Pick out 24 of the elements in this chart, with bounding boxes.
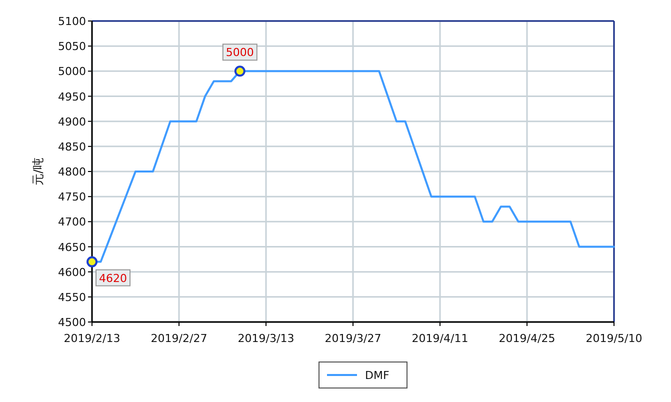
x-tick-label: 2019/2/27 [150,332,208,345]
x-tick-label: 2019/2/13 [64,332,120,345]
y-tick-label: 4550 [58,290,86,304]
y-tick-label: 4650 [58,240,86,254]
y-tick-label: 5000 [58,65,86,78]
y-tick-label: 4850 [58,140,86,154]
x-tick-label: 2019/4/25 [498,332,556,345]
y-tick-label: 4500 [58,316,86,329]
y-tick-label: 4750 [58,190,86,204]
legend-label: DMF [365,369,390,382]
data-label: 4620 [99,272,127,285]
y-tick-label: 5050 [58,40,86,54]
y-tick-label: 4700 [58,216,86,229]
x-tick-label: 2019/4/11 [412,332,468,345]
y-axis-title: 元/吨 [31,157,45,186]
x-tick-label: 2019/3/13 [238,332,294,345]
data-label: 5000 [226,46,254,60]
x-tick-label: 2019/5/10 [586,332,642,345]
y-tick-label: 4900 [58,115,86,128]
y-tick-label: 4950 [58,90,86,104]
y-tick-label: 4600 [58,266,86,279]
y-tick-label: 5100 [58,15,86,28]
y-tick-label: 4800 [58,166,86,178]
x-tick-label: 2019/3/27 [324,332,382,345]
